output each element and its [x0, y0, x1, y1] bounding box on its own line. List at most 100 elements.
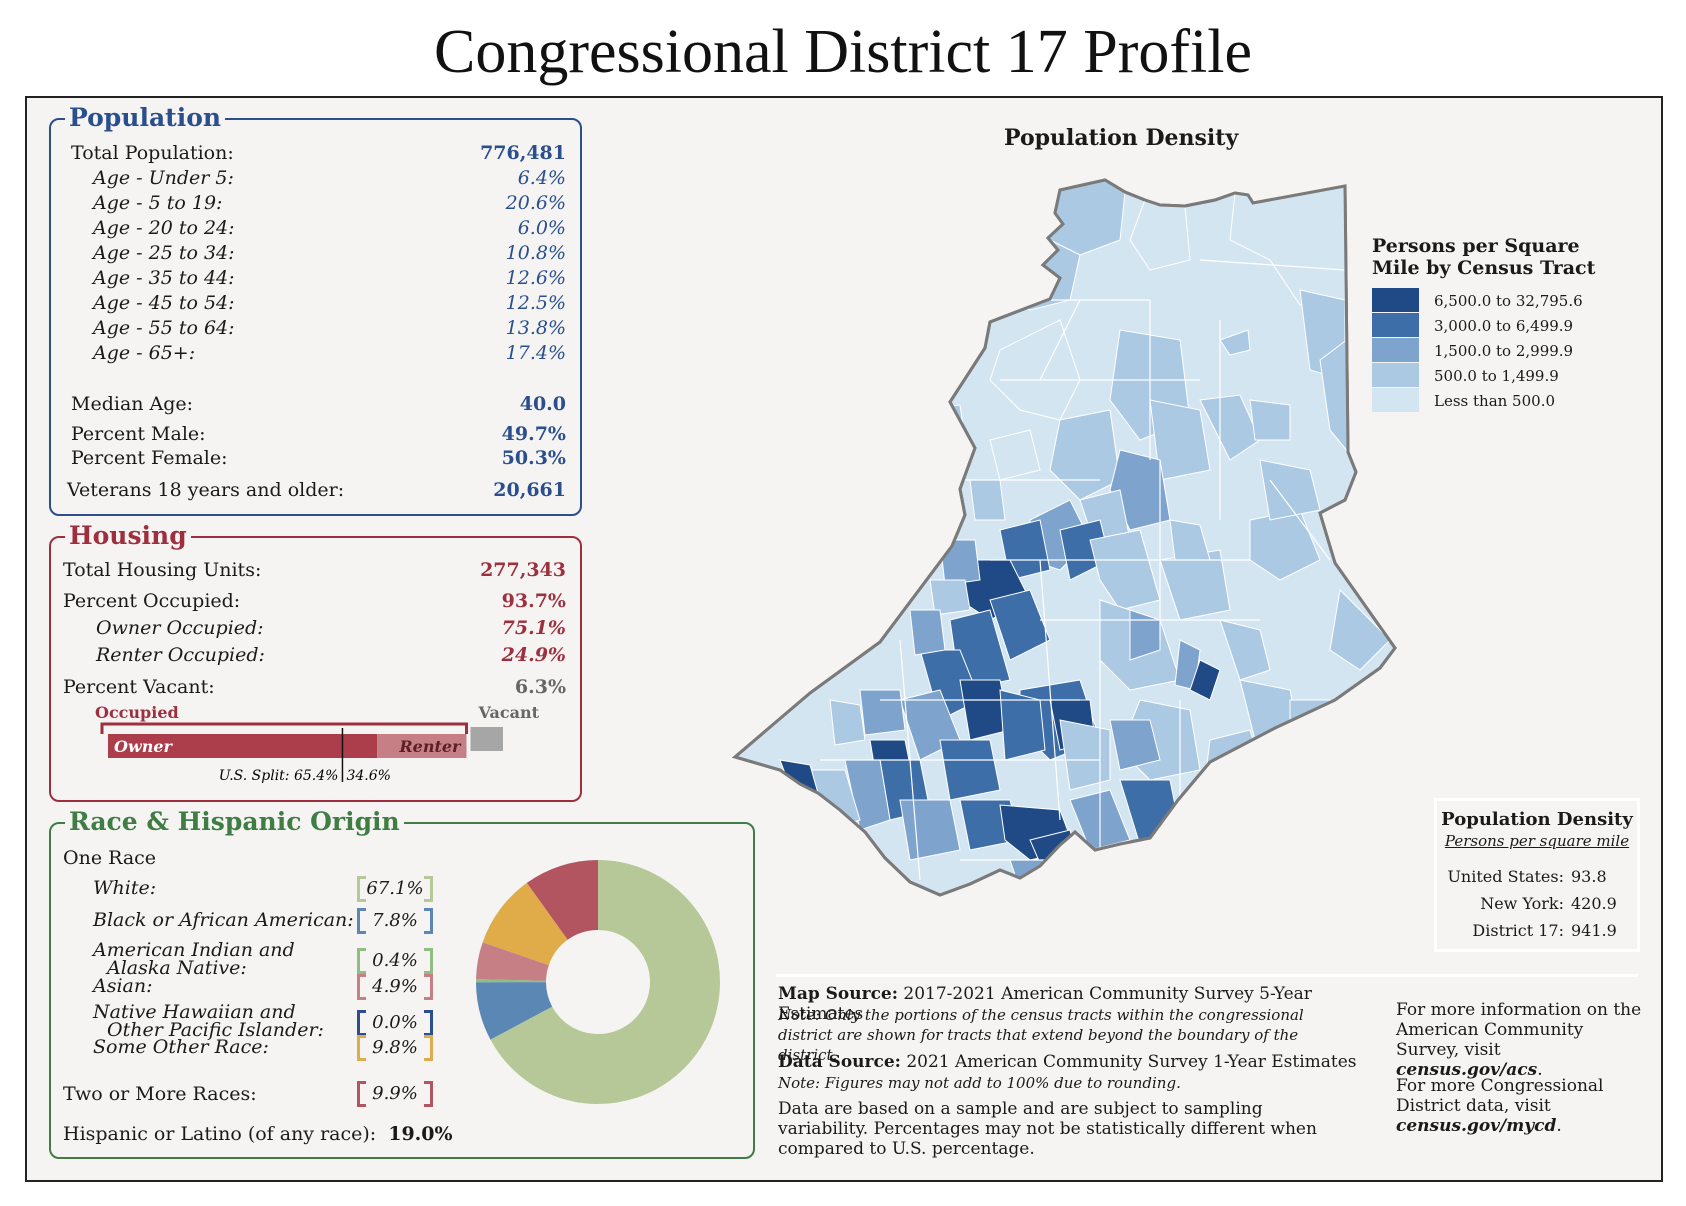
census-tract [759, 799, 801, 831]
race-label: American Indian and [93, 939, 295, 961]
density-value: 941.9 [1571, 921, 1617, 940]
tract-boundary [1269, 479, 1331, 561]
census-tract [1189, 659, 1221, 701]
age-label: Age - 35 to 44: [93, 267, 235, 289]
census-tract [919, 404, 966, 446]
race-value: 4.9% [372, 976, 418, 997]
data-source-bold: Data Source: [778, 1052, 901, 1072]
renter-bar [377, 734, 467, 758]
tract-boundary [1039, 299, 1081, 381]
percent-male-value: 49.7% [501, 423, 566, 445]
sources-divider [776, 974, 1638, 977]
density-box-title: Population Density [1441, 809, 1633, 830]
population-heading: Population [65, 103, 226, 133]
percent-female-label: Percent Female: [71, 447, 228, 469]
census-tract [829, 699, 866, 746]
median-age-label: Median Age: [71, 393, 194, 415]
two-or-more-value-box: 9.9% [357, 1081, 433, 1107]
percent-vacant-label: Percent Vacant: [63, 676, 215, 698]
population-panel: Population Total Population: 776,481 Age… [49, 103, 582, 516]
two-or-more-value: 9.9% [372, 1083, 418, 1104]
age-value: 13.8% [505, 317, 566, 339]
hispanic-value: 19.0% [388, 1123, 453, 1145]
hispanic-label: Hispanic or Latino (of any race): [63, 1123, 377, 1145]
legend-swatch [1372, 388, 1419, 412]
race-value-box: 4.9% [357, 974, 433, 1000]
donut-slice [476, 942, 549, 981]
census-tract [1259, 459, 1321, 521]
more-info-acs-text: For more information on the American Com… [1396, 1000, 1642, 1060]
census-tract [939, 539, 981, 586]
renter-occupied-label: Renter Occupied: [96, 644, 265, 666]
tract-boundary [899, 639, 921, 881]
bar-renter-label: Renter [398, 737, 462, 756]
mycd-link[interactable]: census.gov/mycd [1396, 1116, 1557, 1136]
legend-label: 500.0 to 1,499.9 [1434, 367, 1559, 385]
bar-owner-label: Owner [114, 737, 174, 756]
density-label: United States: [1447, 867, 1564, 886]
census-tract [1219, 619, 1271, 681]
age-label: Age - 55 to 64: [93, 317, 235, 339]
age-label: Age - Under 5: [93, 167, 234, 189]
census-tract [1289, 699, 1331, 751]
age-value: 6.4% [517, 167, 566, 189]
more-info-mycd: For more Congressional District data, vi… [1396, 1076, 1604, 1136]
tract-boundary [1039, 559, 1061, 821]
us-split-right: 34.6% [346, 768, 390, 784]
census-tract [909, 609, 946, 656]
map-legend-title-1: Persons per Square [1372, 235, 1580, 257]
legend-swatch [1372, 313, 1419, 337]
census-tract [1219, 329, 1251, 356]
donut-slice [526, 860, 598, 940]
census-tract [939, 739, 1001, 801]
vacant-bar [470, 727, 503, 751]
bar-occupied-label: Occupied [95, 703, 179, 722]
age-value: 6.0% [517, 217, 566, 239]
density-comparison-box: Population Density Persons per square mi… [1434, 798, 1640, 952]
legend-label: Less than 500.0 [1434, 392, 1556, 410]
density-box-subtitle: Persons per square mile [1444, 832, 1630, 850]
one-race-label: One Race [63, 847, 157, 869]
legend-label: 3,000.0 to 6,499.9 [1434, 317, 1574, 335]
more-info-acs: For more information on the American Com… [1396, 1000, 1642, 1080]
housing-heading: Housing [65, 521, 191, 551]
donut-slice [476, 982, 553, 1040]
legend-swatch [1372, 338, 1419, 362]
median-age-value: 40.0 [519, 393, 566, 415]
age-value: 12.5% [505, 292, 566, 314]
census-tract [1149, 399, 1211, 481]
census-tract [1109, 719, 1161, 771]
age-label: Age - 25 to 34: [93, 242, 235, 264]
race-label: Native Hawaiian and [93, 1001, 296, 1023]
age-label: Age - 65+: [93, 342, 196, 364]
occupied-bracket [100, 722, 468, 734]
data-source-text: 2021 American Community Survey 1-Year Es… [906, 1052, 1357, 1072]
hispanic-row: Hispanic or Latino (of any race): 19.0% [63, 1122, 453, 1146]
owner-occupied-label: Owner Occupied: [96, 617, 264, 639]
census-tract [1329, 588, 1391, 671]
census-tract [1249, 399, 1291, 441]
census-tract [989, 429, 1041, 481]
race-panel: Race & Hispanic Origin One Race White: 67… [49, 807, 755, 1159]
census-tract [859, 689, 906, 736]
map-source-bold: Map Source: [778, 984, 899, 1004]
age-value: 20.6% [505, 192, 566, 214]
race-value: 0.4% [372, 950, 418, 971]
census-tract [1129, 609, 1161, 661]
map-source-text: 2017-2021 American Community Survey 5-Ye… [778, 984, 1312, 1024]
age-value: 12.6% [505, 267, 566, 289]
total-population-value: 776,481 [480, 142, 566, 164]
race-label-line2: Alaska Native: [107, 957, 247, 979]
district-border [731, 178, 1397, 897]
sample-note: Data are based on a sample and are subje… [778, 1099, 1317, 1159]
map-title: Population Density [1004, 125, 1239, 151]
acs-link[interactable]: census.gov/acs [1396, 1060, 1538, 1080]
percent-female-value: 50.3% [501, 447, 566, 469]
census-tract [1109, 449, 1171, 531]
data-source: Data Source: 2021 American Community Sur… [778, 1052, 1358, 1072]
total-housing-value: 277,343 [480, 559, 566, 581]
census-tract [969, 479, 1006, 521]
map-source: Map Source: 2017-2021 American Community… [778, 984, 1358, 1024]
census-tract [1189, 779, 1241, 841]
